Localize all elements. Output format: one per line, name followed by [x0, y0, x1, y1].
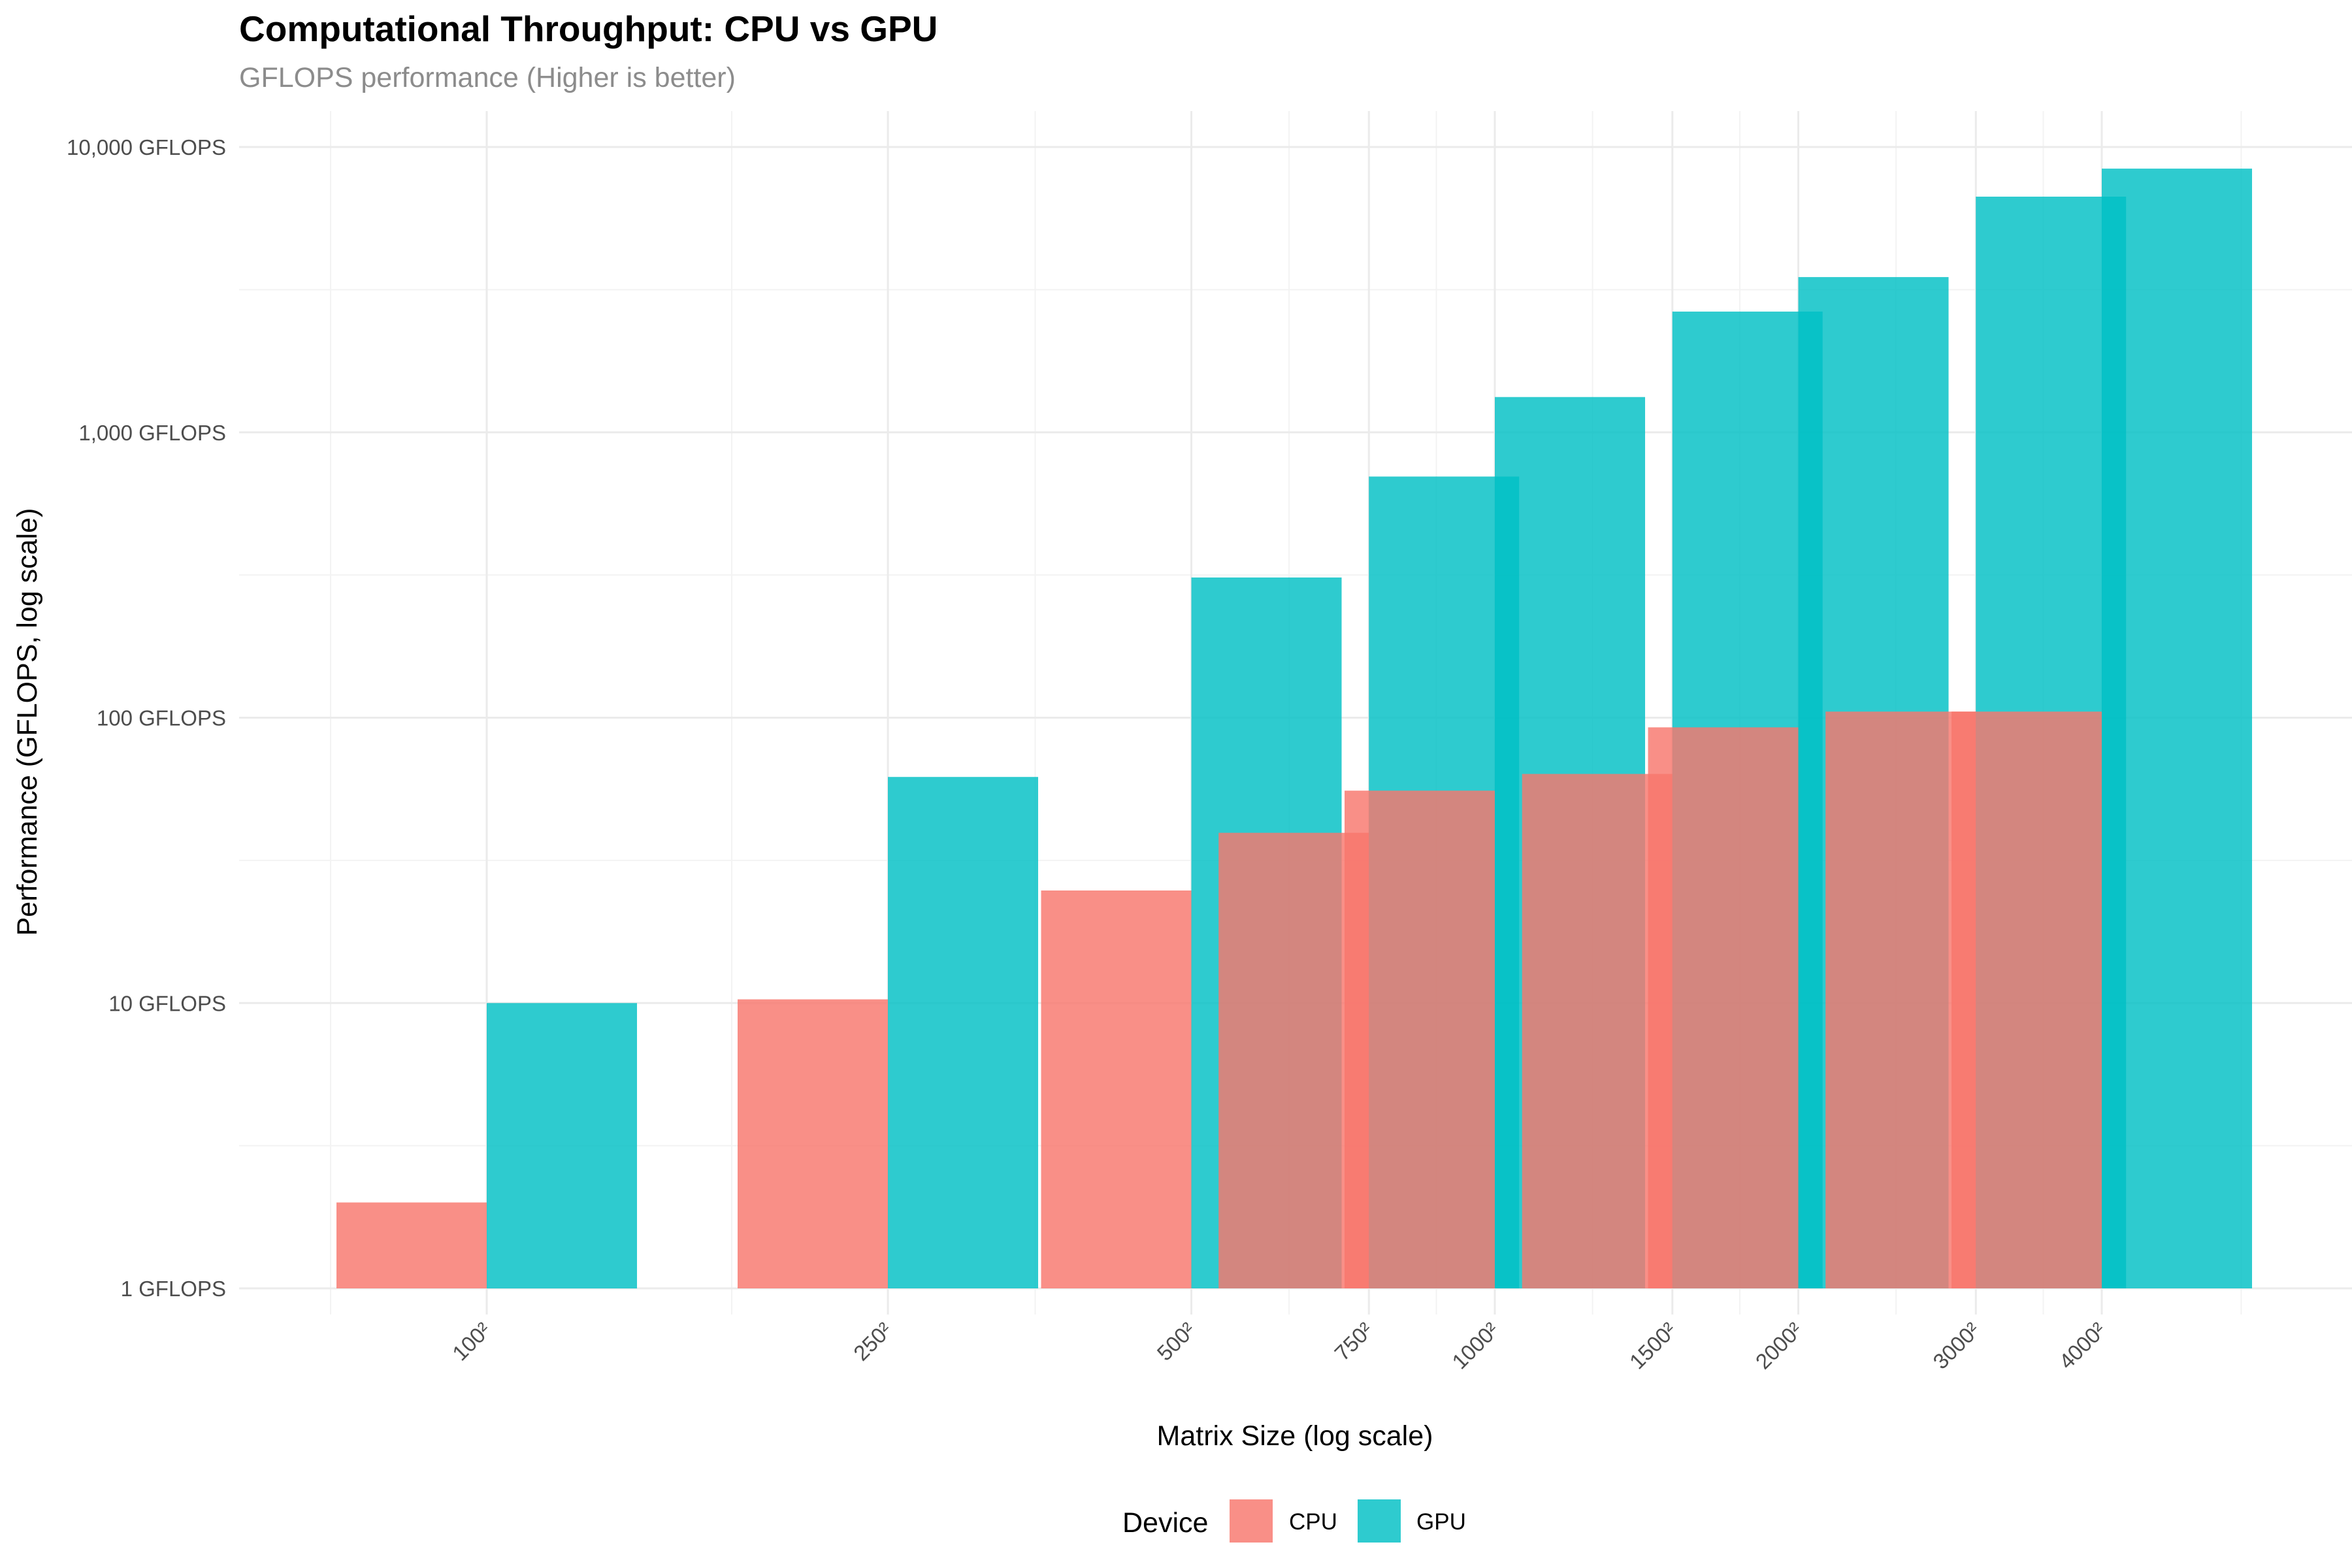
bar-gpu-4000 — [2102, 169, 2252, 1289]
bar-gpu-100 — [487, 1003, 637, 1289]
legend-title: Device — [1122, 1507, 1208, 1539]
y-tick-label: 10 GFLOPS — [108, 991, 226, 1015]
y-tick-label: 100 GFLOPS — [97, 706, 226, 730]
legend-label-cpu: CPU — [1289, 1509, 1337, 1535]
bar-cpu-250 — [738, 999, 888, 1288]
legend-swatch-gpu — [1358, 1499, 1401, 1543]
bar-cpu-750 — [1218, 832, 1369, 1288]
legend: Device CPU GPU — [1122, 1499, 1466, 1543]
x-axis-title: Matrix Size (log scale) — [1157, 1420, 1433, 1452]
chart-subtitle: GFLOPS performance (Higher is better) — [239, 62, 736, 93]
y-axis-ticks: 1 GFLOPS 10 GFLOPS 100 GFLOPS 1,000 GFLOPS 1… — [67, 135, 226, 1301]
bar-cpu-4000 — [1952, 711, 2102, 1288]
bar-cpu-3000 — [1825, 711, 1976, 1288]
bar-cpu-100 — [336, 1202, 487, 1288]
bar-cpu-1500 — [1522, 774, 1673, 1288]
bar-gpu-250 — [888, 777, 1038, 1288]
bar-cpu-1000 — [1345, 791, 1495, 1288]
y-tick-label: 10,000 GFLOPS — [67, 135, 226, 159]
bar-cpu-500 — [1041, 890, 1192, 1288]
legend-swatch-cpu — [1230, 1499, 1273, 1543]
legend-label-gpu: GPU — [1416, 1509, 1466, 1535]
bars — [336, 169, 2252, 1289]
y-axis-title: Performance (GFLOPS, log scale) — [12, 508, 43, 936]
bar-cpu-2000 — [1648, 727, 1799, 1288]
y-tick-label: 1,000 GFLOPS — [78, 421, 226, 445]
y-tick-label: 1 GFLOPS — [121, 1277, 226, 1301]
chart-title: Computational Throughput: CPU vs GPU — [239, 8, 938, 49]
